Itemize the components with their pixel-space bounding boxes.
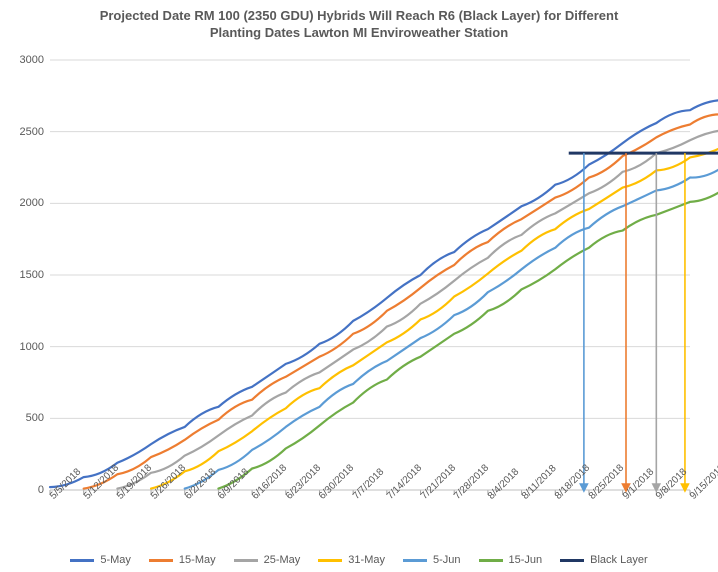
- legend-swatch: [70, 559, 94, 562]
- chart-container: Projected Date RM 100 (2350 GDU) Hybrids…: [0, 0, 718, 572]
- x-tick-label: 9/15/2018: [688, 463, 718, 502]
- legend-label: 15-Jun: [509, 554, 543, 566]
- legend-label: 25-May: [264, 554, 301, 566]
- y-tick-label: 0: [4, 484, 50, 496]
- series-line: [84, 114, 718, 488]
- series-line: [151, 147, 718, 488]
- legend-label: Black Layer: [590, 554, 647, 566]
- y-tick-label: 500: [4, 412, 50, 424]
- series-line: [117, 130, 718, 488]
- series-line: [218, 190, 718, 488]
- legend-label: 31-May: [348, 554, 385, 566]
- y-tick-label: 2000: [4, 197, 50, 209]
- legend-item: 25-May: [234, 554, 301, 566]
- legend-item: 5-May: [70, 554, 131, 566]
- legend: 5-May 15-May 25-May 31-May 5-Jun 15-Jun Black …: [0, 554, 718, 566]
- series-line: [50, 100, 718, 487]
- legend-swatch: [318, 559, 342, 562]
- legend-label: 5-May: [100, 554, 131, 566]
- legend-item: 31-May: [318, 554, 385, 566]
- legend-item: 15-May: [149, 554, 216, 566]
- legend-label: 5-Jun: [433, 554, 461, 566]
- legend-label: 15-May: [179, 554, 216, 566]
- legend-swatch: [403, 559, 427, 562]
- chart-title: Projected Date RM 100 (2350 GDU) Hybrids…: [0, 8, 718, 42]
- legend-item: Black Layer: [560, 554, 647, 566]
- plot-area: 0500100015002000250030005/5/20185/12/201…: [50, 60, 690, 490]
- legend-swatch: [479, 559, 503, 562]
- series-line: [185, 168, 718, 489]
- plot-svg: [50, 60, 690, 490]
- legend-item: 15-Jun: [479, 554, 543, 566]
- y-tick-label: 1500: [4, 269, 50, 281]
- y-tick-label: 3000: [4, 54, 50, 66]
- legend-swatch: [149, 559, 173, 562]
- legend-swatch: [234, 559, 258, 562]
- legend-item: 5-Jun: [403, 554, 461, 566]
- y-tick-label: 1000: [4, 341, 50, 353]
- legend-swatch: [560, 559, 584, 562]
- y-tick-label: 2500: [4, 126, 50, 138]
